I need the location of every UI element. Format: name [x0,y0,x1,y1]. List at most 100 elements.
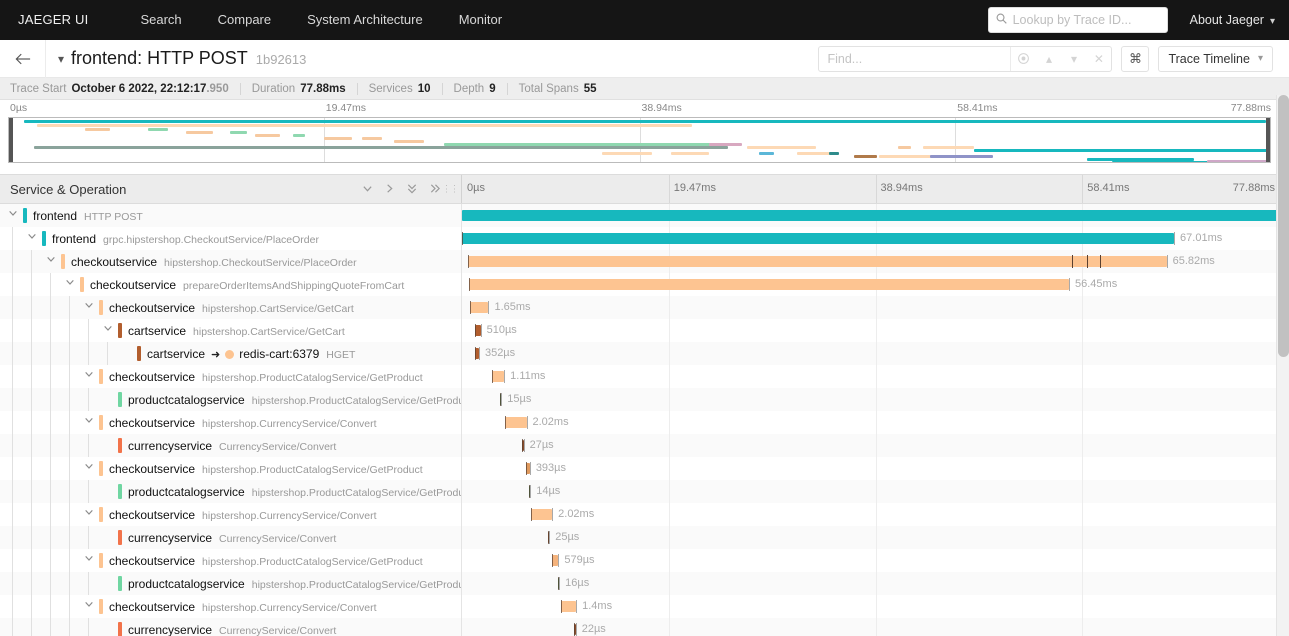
span-row-timeline[interactable] [462,204,1289,227]
span-row-timeline[interactable]: 393µs [462,457,1289,480]
span-row[interactable]: productcatalogservice hipstershop.Product… [0,388,1289,411]
expand-all-button[interactable] [429,183,441,196]
span-row-left[interactable]: checkoutservice hipstershop.CurrencyServi… [0,595,462,618]
span-duration-bar[interactable] [469,279,1069,290]
span-expand-toggle[interactable] [63,273,77,296]
span-expand-toggle[interactable] [82,503,96,526]
span-row[interactable]: checkoutservice hipstershop.CartService/G… [0,296,1289,319]
span-row-left[interactable]: productcatalogservice hipstershop.Product… [0,572,462,595]
span-row-timeline[interactable]: 67.01ms [462,227,1289,250]
span-row-left[interactable]: checkoutservice hipstershop.ProductCatalo… [0,457,462,480]
span-duration-bar[interactable] [462,210,1289,221]
keyboard-shortcuts-button[interactable]: ⌘ [1121,45,1150,72]
span-row-left[interactable]: productcatalogservice hipstershop.Product… [0,480,462,503]
view-mode-select[interactable]: Trace Timeline ▾ [1158,45,1273,72]
span-row[interactable]: checkoutservice hipstershop.CurrencyServi… [0,595,1289,618]
span-expand-toggle[interactable] [6,204,20,227]
span-row[interactable]: checkoutservice hipstershop.ProductCatalo… [0,365,1289,388]
span-row-left[interactable]: productcatalogservice hipstershop.Product… [0,388,462,411]
span-row[interactable]: currencyservice CurrencyService/Convert 27… [0,434,1289,457]
span-duration-bar[interactable] [470,302,489,313]
span-row-left[interactable]: checkoutservice hipstershop.CurrencyServi… [0,411,462,434]
span-duration-bar[interactable] [552,555,559,566]
span-row-timeline[interactable]: 579µs [462,549,1289,572]
span-row-timeline[interactable]: 1.11ms [462,365,1289,388]
span-rows-container[interactable]: frontend HTTP POST frontend grpc.hipstersho… [0,204,1289,636]
collapse-all-button[interactable] [406,183,418,196]
span-duration-bar[interactable] [462,233,1175,244]
span-row-left[interactable]: frontend grpc.hipstershop.CheckoutService… [0,227,462,250]
span-row-left[interactable]: checkoutservice hipstershop.CartService/G… [0,296,462,319]
span-row[interactable]: frontend grpc.hipstershop.CheckoutService… [0,227,1289,250]
chevron-down-icon[interactable]: ▾ [58,52,65,66]
span-row-left[interactable]: frontend HTTP POST [0,204,462,227]
span-duration-bar[interactable] [530,509,553,520]
span-row-timeline[interactable]: 352µs [462,342,1289,365]
page-vertical-scrollbar[interactable] [1276,95,1289,636]
span-row[interactable]: checkoutservice prepareOrderItemsAndShipp… [0,273,1289,296]
span-row-timeline[interactable]: 65.82ms [462,250,1289,273]
span-row-left[interactable]: checkoutservice hipstershop.ProductCatalo… [0,365,462,388]
column-resize-handle[interactable]: ⋮⋮ [442,183,459,194]
nav-brand-jaeger-ui[interactable]: JAEGER UI [18,12,89,27]
span-expand-toggle[interactable] [82,595,96,618]
span-row-left[interactable]: cartservice ➜ redis-cart:6379 HGET [0,342,462,365]
span-row[interactable]: productcatalogservice hipstershop.Product… [0,572,1289,595]
span-expand-toggle[interactable] [25,227,39,250]
span-row[interactable]: checkoutservice hipstershop.CurrencyServi… [0,503,1289,526]
span-row[interactable]: frontend HTTP POST [0,204,1289,227]
span-row-left[interactable]: checkoutservice hipstershop.CheckoutServi… [0,250,462,273]
span-row-timeline[interactable]: 22µs [462,618,1289,636]
find-input[interactable] [819,46,1012,71]
span-duration-bar[interactable] [467,256,1167,267]
find-clear-button[interactable]: ✕ [1086,47,1111,71]
span-row-left[interactable]: checkoutservice hipstershop.CurrencyServi… [0,503,462,526]
minimap-right-handle[interactable] [1266,118,1270,162]
span-row-left[interactable]: currencyservice CurrencyService/Convert [0,434,462,457]
nav-item-compare[interactable]: Compare [217,12,272,27]
span-row-timeline[interactable]: 2.02ms [462,503,1289,526]
nav-item-system-architecture[interactable]: System Architecture [307,12,423,27]
span-row[interactable]: cartservice ➜ redis-cart:6379 HGET 352µs [0,342,1289,365]
span-row[interactable]: currencyservice CurrencyService/Convert 22… [0,618,1289,636]
span-duration-bar[interactable] [525,463,530,474]
span-row-timeline[interactable]: 16µs [462,572,1289,595]
expand-one-level-button[interactable] [384,183,395,196]
span-expand-toggle[interactable] [82,549,96,572]
span-row[interactable]: checkoutservice hipstershop.CheckoutServi… [0,250,1289,273]
span-duration-bar[interactable] [505,417,527,428]
span-row-left[interactable]: currencyservice CurrencyService/Convert [0,526,462,549]
span-row-left[interactable]: cartservice hipstershop.CartService/GetCa… [0,319,462,342]
find-focus-button[interactable] [1011,47,1036,71]
collapse-one-level-button[interactable] [362,183,373,196]
span-row-timeline[interactable]: 15µs [462,388,1289,411]
find-prev-button[interactable]: ▴ [1036,47,1061,71]
span-expand-toggle[interactable] [101,319,115,342]
span-row-left[interactable]: currencyservice CurrencyService/Convert [0,618,462,636]
minimap-left-handle[interactable] [9,118,13,162]
page-scroll-thumb[interactable] [1278,95,1289,357]
minimap-viewport[interactable] [8,117,1271,163]
span-row-timeline[interactable]: 510µs [462,319,1289,342]
span-expand-toggle[interactable] [44,250,58,273]
span-duration-bar[interactable] [561,601,577,612]
back-button[interactable] [0,39,46,78]
span-row-timeline[interactable]: 56.45ms [462,273,1289,296]
span-row-timeline[interactable]: 1.65ms [462,296,1289,319]
span-expand-toggle[interactable] [82,411,96,434]
span-duration-bar[interactable] [491,371,505,382]
span-row-timeline[interactable]: 25µs [462,526,1289,549]
span-row[interactable]: productcatalogservice hipstershop.Product… [0,480,1289,503]
about-jaeger-menu[interactable]: About Jaeger ▾ [1190,13,1275,27]
trace-id-lookup-input[interactable]: Lookup by Trace ID... [987,7,1168,33]
span-expand-toggle[interactable] [82,457,96,480]
span-row-timeline[interactable]: 14µs [462,480,1289,503]
span-row-left[interactable]: checkoutservice hipstershop.ProductCatalo… [0,549,462,572]
span-expand-toggle[interactable] [82,365,96,388]
span-expand-toggle[interactable] [82,296,96,319]
span-row-timeline[interactable]: 2.02ms [462,411,1289,434]
trace-minimap[interactable]: 0µs 19.47ms 38.94ms 58.41ms 77.88ms [0,100,1289,174]
span-row[interactable]: checkoutservice hipstershop.ProductCatalo… [0,549,1289,572]
span-row-timeline[interactable]: 27µs [462,434,1289,457]
span-row[interactable]: checkoutservice hipstershop.ProductCatalo… [0,457,1289,480]
